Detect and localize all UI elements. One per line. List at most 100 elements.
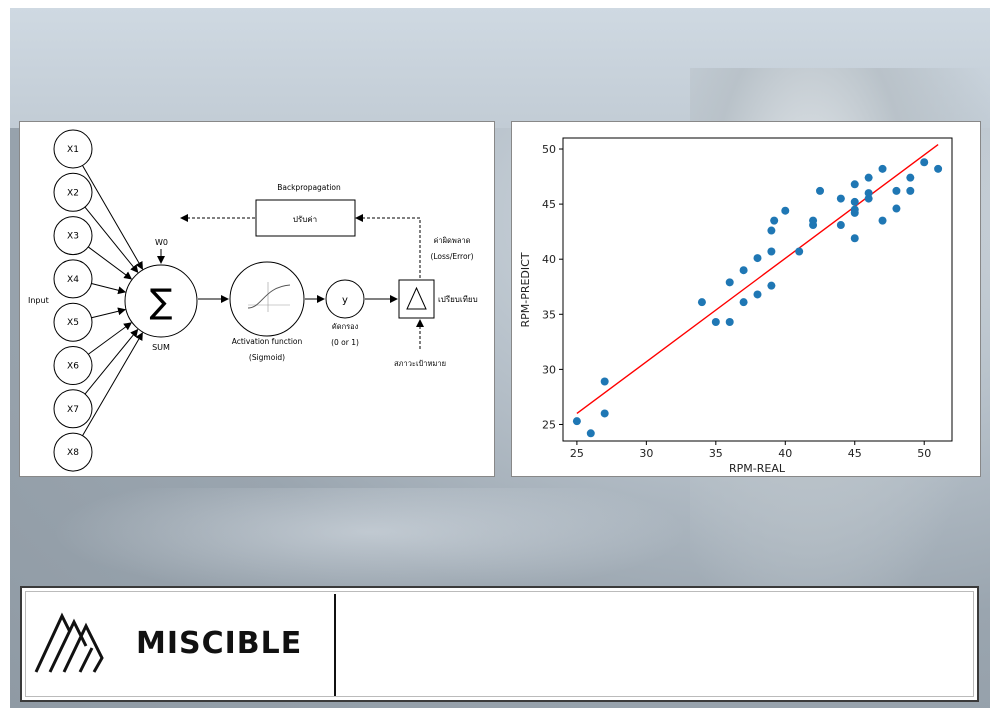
scatter-point bbox=[781, 206, 790, 215]
input-arrow bbox=[87, 246, 133, 280]
activation-node bbox=[229, 261, 305, 337]
sigmoid-graph-icon bbox=[247, 282, 291, 312]
output-symbol: y bbox=[342, 295, 348, 306]
footer-divider bbox=[334, 594, 336, 696]
scatter-point bbox=[770, 216, 779, 225]
scatter-chart-panel: 25 30 35 40 45 50 25 30 35 40 45 50 RPM-REAL RPM-PR… bbox=[511, 121, 981, 477]
scatter-point bbox=[725, 318, 734, 327]
scatter-point bbox=[864, 189, 873, 198]
scatter-point bbox=[878, 216, 887, 225]
input-node-label: X4 bbox=[67, 275, 79, 285]
input-node bbox=[53, 259, 93, 299]
scatter-point bbox=[711, 318, 720, 327]
scatter-point bbox=[572, 417, 581, 426]
y-tick-label: 40 bbox=[542, 253, 556, 266]
sum-label: SUM bbox=[152, 343, 170, 352]
scatter-point bbox=[892, 204, 901, 213]
input-node bbox=[53, 216, 93, 256]
scatter-point bbox=[906, 173, 915, 182]
scatter-point bbox=[850, 180, 859, 189]
scatter-point bbox=[836, 194, 845, 203]
y-tick-label: 30 bbox=[542, 363, 556, 376]
scatter-point bbox=[739, 298, 748, 307]
scatter-point bbox=[864, 173, 873, 182]
plot-area bbox=[562, 137, 953, 442]
input-node bbox=[53, 302, 93, 342]
x-axis-label: RPM-REAL bbox=[729, 462, 786, 475]
output-label: คัดกรอง bbox=[332, 322, 359, 331]
regression-line bbox=[576, 144, 939, 415]
scatter-point bbox=[920, 158, 929, 167]
scatter-point bbox=[836, 221, 845, 230]
scatter-point bbox=[809, 216, 818, 225]
x-tick-label: 30 bbox=[639, 447, 653, 460]
scatter-point bbox=[586, 429, 595, 438]
input-arrow bbox=[84, 328, 139, 395]
error-label: ค่าผิดพลาด bbox=[433, 236, 470, 245]
scatter-point bbox=[850, 205, 859, 214]
perceptron-diagram-panel: X1 X2 X3 X4 X5 X6 X7 X8 Input W0 ∑ SUM Activati… bbox=[19, 121, 495, 477]
y-tick-label: 45 bbox=[542, 198, 556, 211]
y-tick-label: 25 bbox=[542, 418, 556, 431]
scatter-point bbox=[850, 234, 859, 243]
x-tick-label: 45 bbox=[848, 447, 862, 460]
axis-ticks: 25 30 35 40 45 50 25 30 35 40 45 50 bbox=[542, 143, 931, 460]
input-node-label: X7 bbox=[67, 405, 79, 415]
x-tick-label: 25 bbox=[570, 447, 584, 460]
input-node-label: X5 bbox=[67, 318, 79, 328]
scatter-point bbox=[697, 298, 706, 307]
output-sub-label: (0 or 1) bbox=[331, 338, 359, 347]
input-node bbox=[53, 432, 93, 472]
scatter-point bbox=[739, 266, 748, 275]
scatter-point bbox=[850, 197, 859, 206]
error-sub-label: (Loss/Error) bbox=[430, 252, 473, 261]
compare-label: เปรียบเทียบ bbox=[438, 295, 478, 304]
scatter-point bbox=[600, 377, 609, 386]
scatter-point bbox=[892, 186, 901, 195]
input-arrow bbox=[82, 332, 143, 436]
input-node-label: X1 bbox=[67, 145, 79, 155]
input-node-label: X3 bbox=[67, 232, 79, 242]
scatter-point bbox=[767, 281, 776, 290]
scatter-point bbox=[864, 194, 873, 203]
input-node-label: X2 bbox=[67, 188, 79, 198]
scatter-point bbox=[767, 226, 776, 235]
input-node bbox=[53, 172, 93, 212]
scatter-point bbox=[600, 409, 609, 418]
brand-name: MISCIBLE bbox=[136, 626, 303, 661]
adjust-box bbox=[255, 199, 356, 237]
scatter-point bbox=[906, 186, 915, 195]
input-node bbox=[53, 129, 93, 169]
input-node bbox=[53, 389, 93, 429]
delta-icon bbox=[406, 286, 427, 310]
footer-bar: MISCIBLE bbox=[20, 586, 979, 702]
input-arrow bbox=[88, 322, 132, 355]
input-arrow bbox=[91, 283, 127, 295]
scatter-point bbox=[753, 254, 762, 263]
scatter-point bbox=[767, 247, 776, 256]
scatter-point bbox=[878, 164, 887, 173]
scatter-point bbox=[934, 164, 943, 173]
scatter-points bbox=[572, 158, 943, 438]
x-tick-label: 40 bbox=[778, 447, 792, 460]
output-node bbox=[325, 279, 365, 319]
input-node bbox=[53, 346, 93, 385]
background-world-map bbox=[50, 488, 690, 598]
adjust-label: ปรับค่า bbox=[293, 215, 317, 224]
input-arrow bbox=[84, 206, 139, 274]
input-nodes: X1 X2 X3 X4 X5 X6 X7 X8 bbox=[53, 129, 143, 472]
scatter-point bbox=[753, 290, 762, 299]
input-label: Input bbox=[28, 296, 49, 305]
perceptron-diagram: X1 X2 X3 X4 X5 X6 X7 X8 Input W0 ∑ SUM Activati… bbox=[28, 129, 478, 472]
input-arrow bbox=[91, 307, 127, 319]
rpm-scatter-chart: 25 30 35 40 45 50 25 30 35 40 45 50 RPM-REAL RPM-PR… bbox=[519, 137, 953, 475]
miscible-logo-icon bbox=[34, 612, 104, 673]
input-arrow bbox=[82, 165, 143, 270]
y-tick-label: 50 bbox=[542, 143, 556, 156]
input-node-label: X6 bbox=[67, 362, 79, 372]
target-label: สภาวะเป้าหมาย bbox=[394, 359, 446, 368]
sigma-symbol: ∑ bbox=[150, 282, 173, 322]
activation-label: Activation function bbox=[232, 337, 303, 346]
y-tick-label: 35 bbox=[542, 308, 556, 321]
sum-node bbox=[124, 264, 198, 338]
